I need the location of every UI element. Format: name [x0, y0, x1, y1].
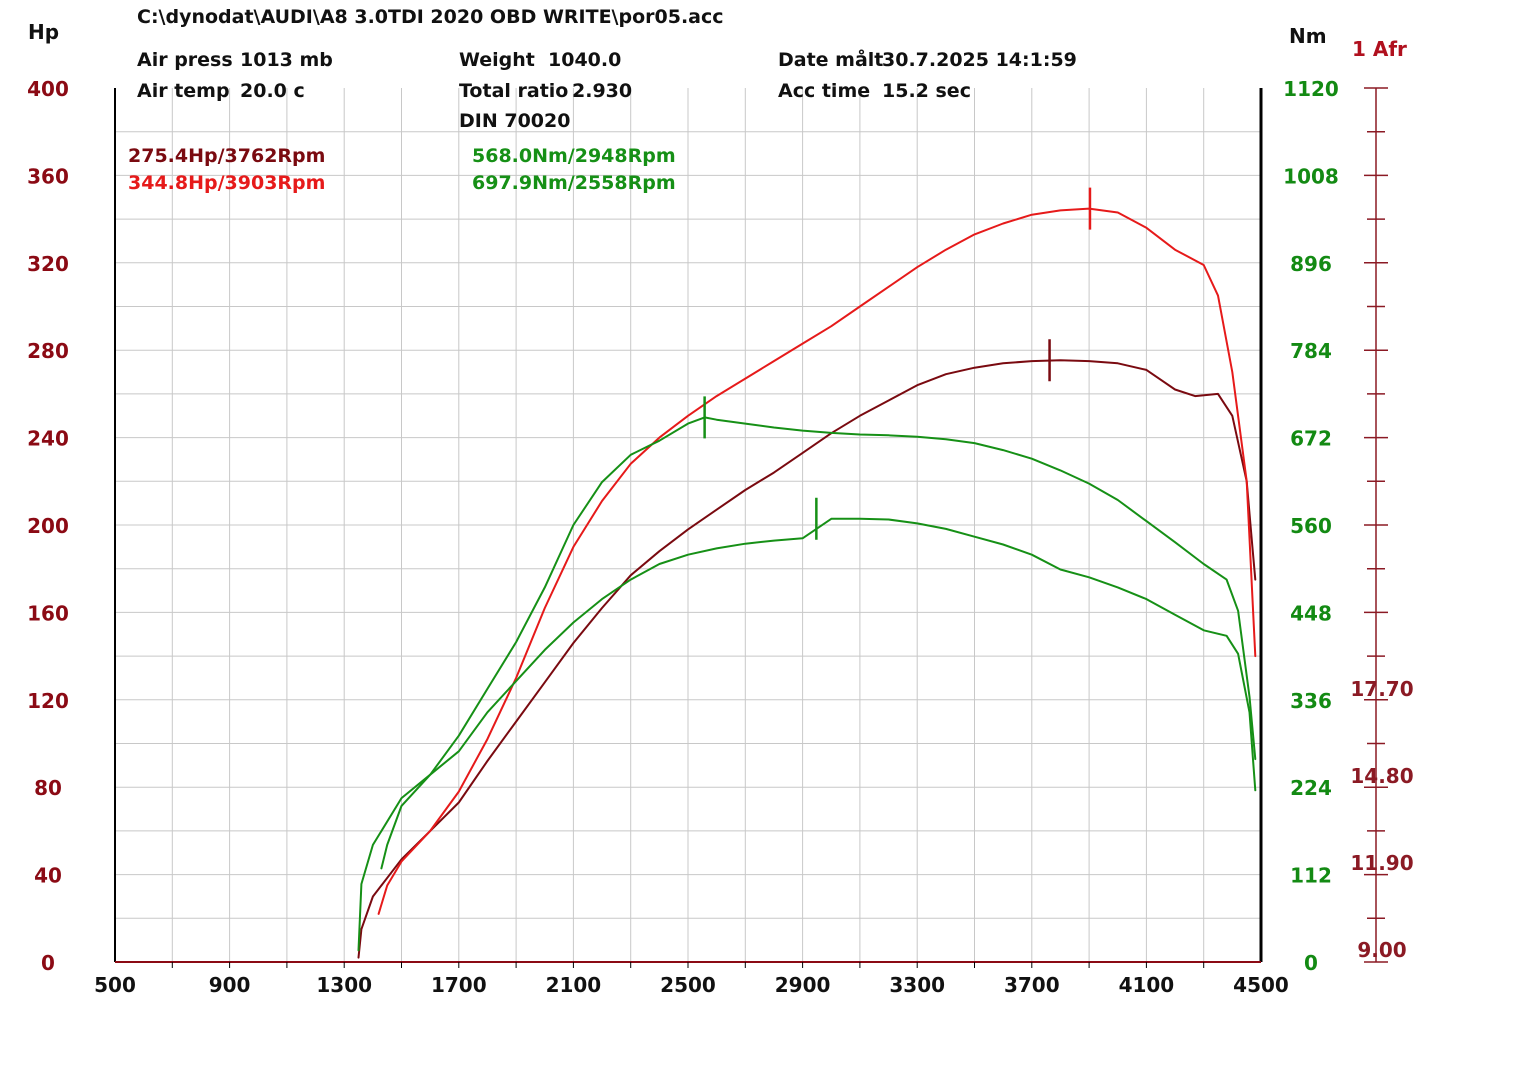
y-right-tick-label: 224: [1290, 776, 1332, 800]
y-right-tick-label: 1120: [1283, 77, 1339, 101]
date-label: Date målt: [778, 49, 884, 71]
y-right-tick-label: 448: [1290, 601, 1332, 625]
x-tick-label: 2100: [546, 973, 602, 997]
acc-time-label: Acc time: [778, 80, 871, 102]
series: [357, 187, 1257, 959]
total-ratio-value: 2.930: [572, 80, 633, 102]
air-press-value: 1013 mb: [240, 49, 333, 71]
date-value: 30.7.2025 14:1:59: [882, 49, 1077, 71]
air-press-label: Air press: [137, 49, 233, 71]
afr-tick-label: 9.00: [1357, 938, 1406, 962]
power-curve-before: [357, 359, 1257, 959]
y-right-tick-label: 112: [1290, 864, 1332, 888]
weight-label: Weight: [459, 49, 535, 71]
y-left-tick-label: 120: [27, 689, 69, 713]
x-tick-label: 500: [94, 973, 136, 997]
air-temp-label: Air temp: [137, 80, 230, 102]
y-left-tick-label: 360: [27, 164, 69, 188]
file-path: C:\dynodat\AUDI\A8 3.0TDI 2020 OBD WRITE…: [137, 6, 724, 28]
y-left-tick-label: 280: [27, 339, 69, 363]
y-right-tick-label: 560: [1290, 514, 1332, 538]
hp-unit-label: Hp: [28, 20, 60, 44]
power-curve-after: [377, 207, 1257, 915]
peak-hp-before: 275.4Hp/3762Rpm: [128, 145, 326, 167]
y-right-tick-label: 1008: [1283, 164, 1339, 188]
afr-tick-label: 17.70: [1350, 677, 1413, 701]
y-left-tick-label: 400: [27, 77, 69, 101]
afr-tick-label: 11.90: [1350, 851, 1413, 875]
y-left-tick-label: 160: [27, 601, 69, 625]
tick-labels: 500 900 1300 1700 2100 2500 2900 3300 3700 4100 45…: [27, 77, 1414, 997]
nm-unit-label: Nm: [1289, 24, 1327, 48]
x-tick-label: 2500: [660, 973, 716, 997]
torque-curve-after: [380, 416, 1257, 870]
y-left-tick-label: 40: [34, 864, 62, 888]
y-left-tick-label: 240: [27, 427, 69, 451]
peak-nm-before: 568.0Nm/2948Rpm: [472, 145, 676, 167]
x-tick-label: 3300: [889, 973, 945, 997]
total-ratio-label: Total ratio: [459, 80, 569, 102]
afr-unit-label: 1 Afr: [1352, 37, 1407, 61]
x-tick-label: 3700: [1004, 973, 1060, 997]
peak-nm-after: 697.9Nm/2558Rpm: [472, 172, 676, 194]
y-right-tick-label: 784: [1290, 339, 1332, 363]
din-standard: DIN 70020: [459, 110, 571, 132]
peak-hp-after: 344.8Hp/3903Rpm: [128, 172, 326, 194]
y-left-tick-label: 80: [34, 776, 62, 800]
y-right-tick-label: 896: [1290, 252, 1332, 276]
x-tick-label: 900: [209, 973, 251, 997]
x-tick-label: 2900: [775, 973, 831, 997]
y-right-tick-label: 0: [1304, 951, 1318, 975]
air-temp-value: 20.0 c: [240, 80, 305, 102]
y-right-tick-label: 672: [1290, 427, 1332, 451]
x-tick-label: 4500: [1233, 973, 1289, 997]
x-tick-label: 1700: [431, 973, 487, 997]
x-tick-label: 1300: [316, 973, 372, 997]
y-left-tick-label: 200: [27, 514, 69, 538]
y-right-tick-label: 336: [1290, 689, 1332, 713]
x-tick-label: 4100: [1119, 973, 1175, 997]
afr-tick-label: 14.80: [1350, 764, 1413, 788]
acc-time-value: 15.2 sec: [882, 80, 971, 102]
axes: [114, 87, 1388, 968]
y-left-tick-label: 0: [41, 951, 55, 975]
y-left-tick-label: 320: [27, 252, 69, 276]
torque-curve-before: [357, 517, 1257, 952]
grid-lines: [115, 88, 1261, 962]
weight-value: 1040.0: [548, 49, 622, 71]
